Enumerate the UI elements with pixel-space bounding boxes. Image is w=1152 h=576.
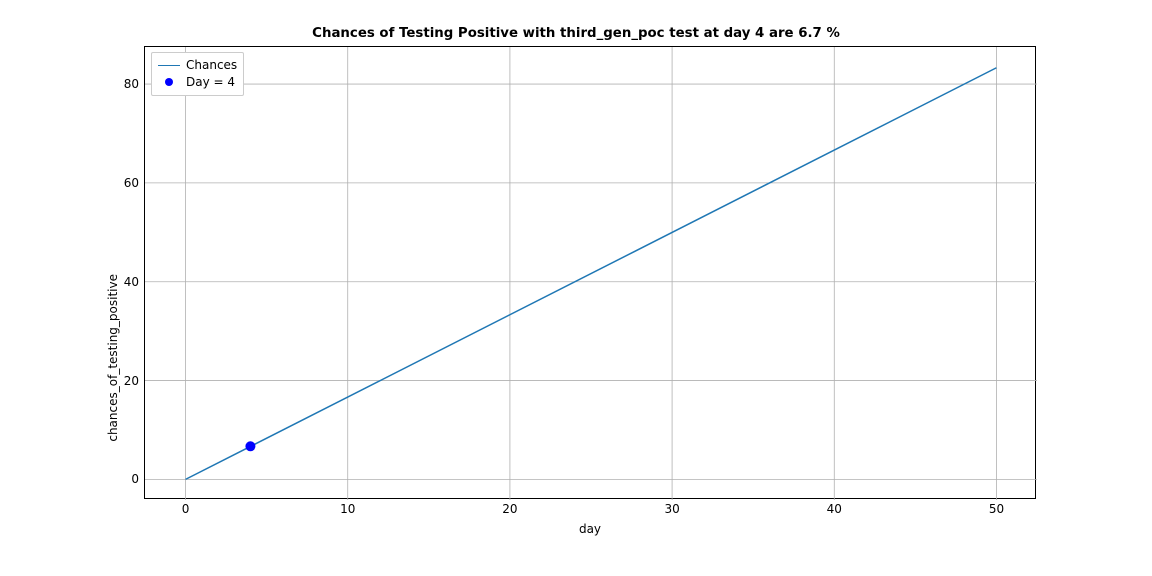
x-tick-label: 30 xyxy=(664,502,679,516)
legend: Chances Day = 4 xyxy=(151,52,244,96)
plot-area: 01020304050 020406080 day chances_of_tes… xyxy=(144,46,1036,499)
legend-entry-chances: Chances xyxy=(158,57,237,74)
legend-label: Day = 4 xyxy=(186,74,235,91)
x-tick-label: 20 xyxy=(502,502,517,516)
chart-title: Chances of Testing Positive with third_g… xyxy=(0,26,1152,41)
y-tick-label: 20 xyxy=(124,374,139,388)
legend-label: Chances xyxy=(186,57,237,74)
y-tick-label: 80 xyxy=(124,77,139,91)
series-day-marker xyxy=(245,441,255,451)
legend-swatch-dot xyxy=(158,76,180,88)
figure: Chances of Testing Positive with third_g… xyxy=(0,0,1152,576)
y-tick-label: 0 xyxy=(131,472,139,486)
y-tick-label: 40 xyxy=(124,275,139,289)
series-chances-line xyxy=(186,68,997,480)
x-tick-label: 40 xyxy=(827,502,842,516)
x-tick-label: 10 xyxy=(340,502,355,516)
x-tick-label: 50 xyxy=(989,502,1004,516)
legend-swatch-line xyxy=(158,59,180,71)
y-axis-label: chances_of_testing_positive xyxy=(106,274,120,442)
x-tick-label: 0 xyxy=(182,502,190,516)
data-svg xyxy=(145,47,1037,500)
legend-entry-day: Day = 4 xyxy=(158,74,237,91)
x-axis-label: day xyxy=(579,522,601,536)
y-tick-label: 60 xyxy=(124,176,139,190)
